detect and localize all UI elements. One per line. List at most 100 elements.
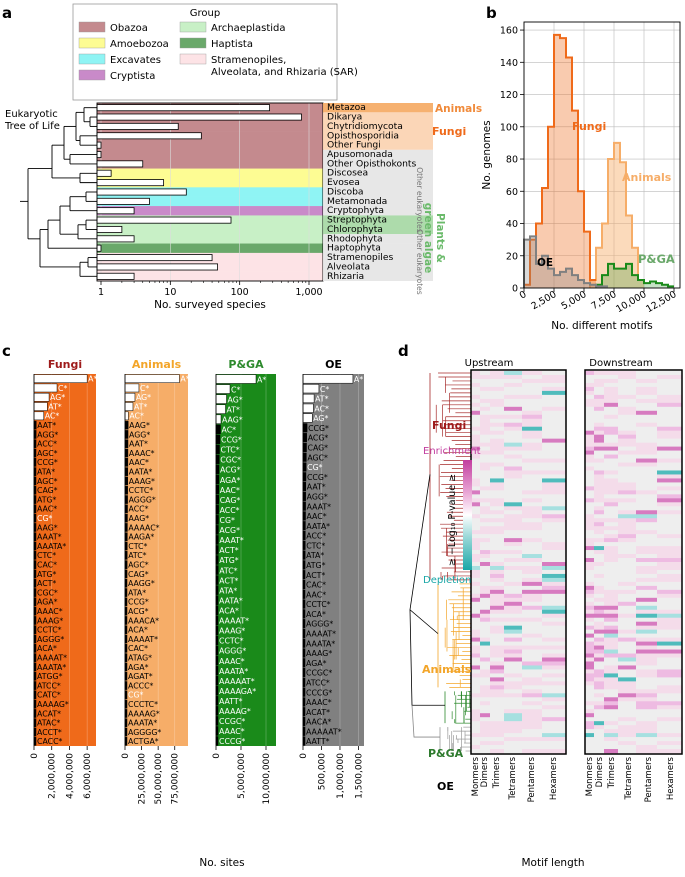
panel-c-label-2-28: AAAC*	[219, 657, 245, 666]
heat-cell	[490, 506, 504, 511]
heat-cell	[490, 657, 504, 662]
heat-cell	[604, 386, 618, 392]
heat-cell	[618, 673, 636, 678]
panel-c-label-2-12: CAG*	[220, 496, 241, 505]
heat-cell	[490, 721, 504, 726]
heat-cell	[594, 673, 604, 678]
heat-cell	[657, 554, 682, 559]
panel-c-bar-3-7	[302, 442, 307, 452]
heat-cell	[504, 502, 522, 507]
heat-cell	[504, 466, 522, 471]
heat-cell	[542, 613, 566, 619]
taxon-label-8: Evosea	[327, 177, 360, 188]
heat-cell	[594, 470, 604, 475]
heat-cell	[542, 653, 566, 658]
heat-cell	[522, 538, 542, 543]
heat-cell	[471, 641, 480, 646]
legend-swatch-2	[78, 53, 106, 65]
panel-c-bg-3	[303, 374, 364, 746]
heat-cell	[585, 701, 594, 706]
heat-cell	[657, 406, 682, 412]
heat-cell	[585, 550, 594, 555]
heat-cell	[542, 665, 566, 670]
heat-cell	[471, 569, 480, 575]
heat-cell	[657, 418, 682, 424]
heat-cell	[585, 637, 594, 642]
heat-cell	[504, 649, 522, 654]
panel-c-label-2-25: AAAG*	[219, 627, 245, 636]
heat-cell	[604, 462, 618, 467]
panel-c-tick-label-2-0: 0	[212, 753, 222, 759]
heat-cell	[504, 741, 522, 746]
tree-title-line1: Eukaryotic	[5, 109, 58, 120]
panel-c-label-0-0: A*	[88, 375, 97, 384]
heat-cell	[618, 669, 636, 674]
heat-cell	[522, 466, 542, 471]
heat-cell	[471, 526, 480, 531]
heat-cell	[657, 581, 682, 587]
heat-cell	[490, 518, 504, 523]
heat-cell	[585, 745, 594, 750]
bar-chlorophyta	[96, 225, 123, 233]
tick-label-a-0: 1	[98, 287, 104, 298]
heat-cell	[522, 526, 542, 531]
heat-cell	[522, 498, 542, 503]
heat-cell	[618, 629, 636, 634]
heat-cell	[471, 546, 480, 551]
heat-cell	[604, 597, 618, 603]
heat-cell	[490, 430, 504, 435]
heat-cell	[585, 653, 594, 658]
heat-cell	[585, 382, 594, 388]
group-label-pga-d: P&GA	[428, 747, 464, 760]
heat-cell	[657, 482, 682, 487]
band-10	[97, 196, 323, 207]
heat-cell	[636, 565, 657, 571]
heat-cell	[594, 653, 604, 658]
heat-cell	[504, 458, 522, 463]
heat-cell	[585, 685, 594, 690]
heat-cell	[522, 709, 542, 714]
heat-cell	[542, 693, 566, 698]
heat-cell	[522, 522, 542, 527]
heat-cell	[636, 394, 657, 400]
heat-cell	[636, 554, 657, 559]
heat-cell	[604, 717, 618, 722]
heat-cell	[594, 701, 604, 706]
heat-cell	[657, 474, 682, 479]
heat-cell	[542, 562, 566, 567]
heat-cell	[618, 562, 636, 567]
heat-cell	[471, 661, 480, 666]
heat-cell	[657, 693, 682, 698]
heat-cell	[490, 661, 504, 666]
heat-cell	[542, 414, 566, 420]
heat-cell	[522, 593, 542, 599]
heat-cell	[594, 534, 604, 539]
heat-cell	[490, 685, 504, 690]
heat-cell	[618, 689, 636, 694]
panel-c-tick-label-1-1: 25,000,000	[138, 753, 148, 805]
heat-cell	[504, 569, 522, 575]
heat-cell	[480, 685, 490, 690]
heat-cell	[604, 514, 618, 519]
heat-cell	[504, 733, 522, 738]
heat-cell	[480, 621, 490, 626]
heat-cell	[618, 653, 636, 658]
heat-cell	[480, 593, 490, 599]
heat-cell	[618, 621, 636, 626]
panel-c-label-2-13: ACC*	[220, 506, 240, 515]
panel-c-label-2-35: AAAC*	[219, 727, 245, 736]
heat-cell	[585, 414, 594, 420]
heat-cell	[657, 506, 682, 511]
heat-cell	[636, 414, 657, 420]
heat-cell	[618, 442, 636, 447]
heat-cell	[522, 601, 542, 607]
heat-cell	[618, 725, 636, 730]
panel-c-label-1-36: AAAAG*	[128, 709, 160, 718]
taxon-label-9: Discoba	[327, 186, 364, 197]
taxon-label-1: Dikarya	[327, 112, 362, 123]
panel-c-bg-2	[216, 374, 276, 746]
panel-c-tick-label-0-1: 2,000,000	[48, 753, 58, 799]
heat-cell	[636, 510, 657, 515]
panel-c-label-0-8: AGC*	[37, 449, 58, 458]
